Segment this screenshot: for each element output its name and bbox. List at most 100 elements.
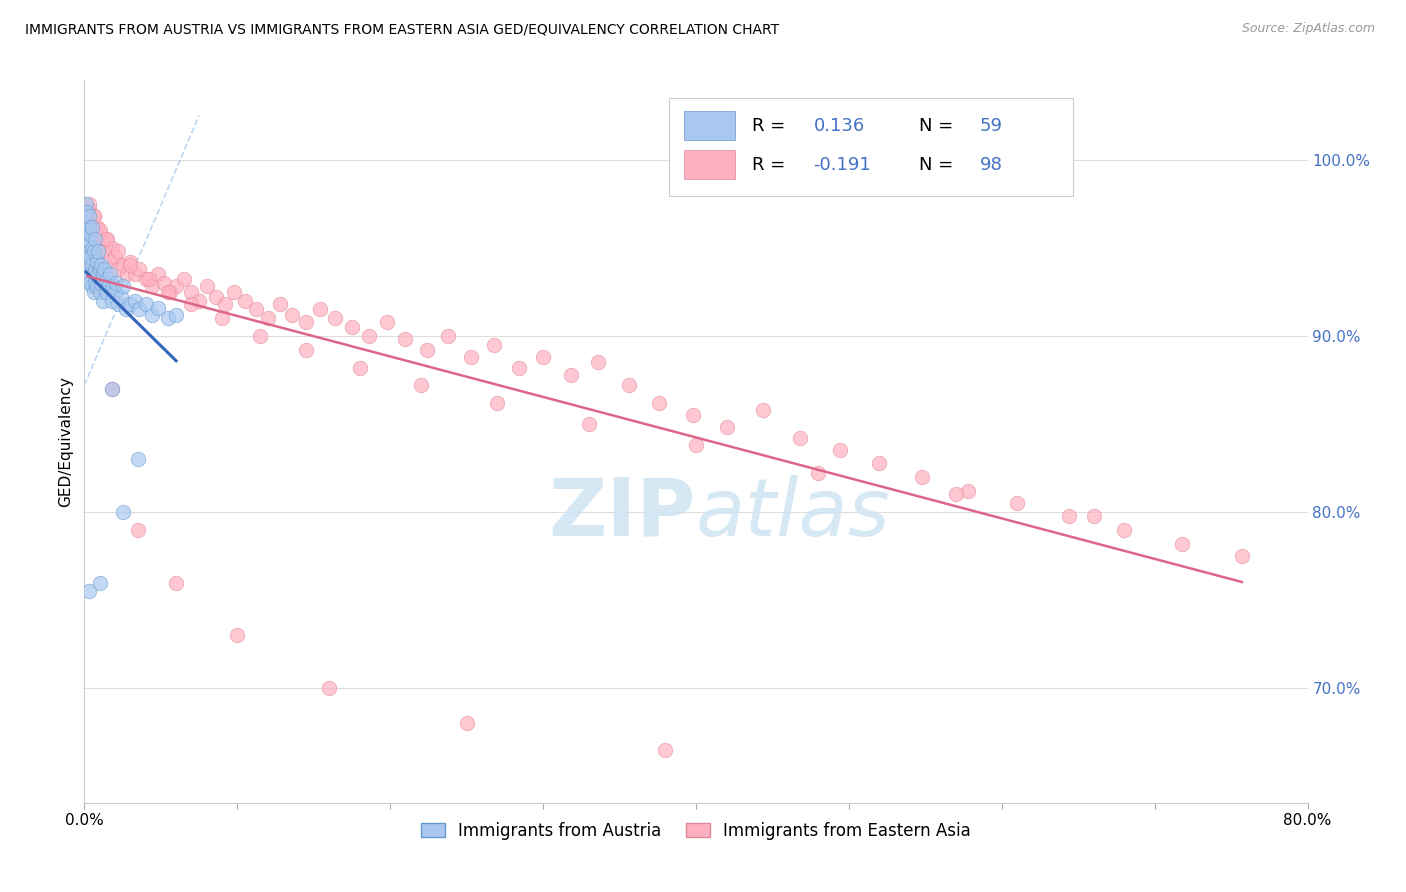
Point <box>93 261 115 276</box>
Point <box>101 241 124 255</box>
Point <box>98 267 121 281</box>
Point <box>124 293 146 308</box>
Point <box>437 328 460 343</box>
Point <box>80 279 103 293</box>
Point <box>308 302 330 317</box>
Point <box>79 250 101 264</box>
Point <box>578 417 600 431</box>
Point <box>648 396 671 410</box>
Point <box>89 223 111 237</box>
Point <box>107 244 129 259</box>
Point <box>195 279 218 293</box>
Text: 59: 59 <box>980 117 1002 135</box>
Point <box>146 267 169 281</box>
Point <box>76 214 98 228</box>
Point <box>560 368 582 382</box>
Point <box>77 196 100 211</box>
Point <box>233 293 256 308</box>
Point <box>86 219 108 234</box>
Point <box>111 505 134 519</box>
Point <box>86 267 108 281</box>
Point <box>173 272 195 286</box>
Point <box>128 302 150 317</box>
Point <box>654 743 676 757</box>
Point <box>1057 508 1080 523</box>
Point <box>617 378 640 392</box>
Point <box>409 378 432 392</box>
Point <box>685 438 707 452</box>
Point <box>211 311 233 326</box>
Point <box>110 290 132 304</box>
Point <box>226 628 249 642</box>
Point <box>249 328 271 343</box>
Point <box>84 232 107 246</box>
Text: IMMIGRANTS FROM AUSTRIA VS IMMIGRANTS FROM EASTERN ASIA GED/EQUIVALENCY CORRELAT: IMMIGRANTS FROM AUSTRIA VS IMMIGRANTS FR… <box>25 22 779 37</box>
Point <box>86 279 108 293</box>
Point <box>83 244 105 259</box>
Point <box>716 420 738 434</box>
Point <box>224 285 246 299</box>
Point <box>828 443 851 458</box>
Point <box>394 332 416 346</box>
Point <box>94 285 117 299</box>
Point <box>107 297 129 311</box>
Point <box>682 408 704 422</box>
Point <box>508 360 530 375</box>
Point <box>323 311 346 326</box>
Point <box>77 219 100 234</box>
Point <box>105 276 128 290</box>
Point <box>295 343 318 357</box>
Y-axis label: GED/Equivalency: GED/Equivalency <box>58 376 73 507</box>
Point <box>911 470 934 484</box>
Text: atlas: atlas <box>696 475 891 553</box>
Point <box>1005 496 1028 510</box>
Text: Source: ZipAtlas.com: Source: ZipAtlas.com <box>1241 22 1375 36</box>
Point <box>128 261 150 276</box>
Point <box>89 261 111 276</box>
Point <box>281 308 304 322</box>
Point <box>245 302 267 317</box>
Point <box>945 487 967 501</box>
Point <box>115 267 138 281</box>
Point <box>77 584 100 599</box>
Point <box>460 350 482 364</box>
Point <box>107 261 129 276</box>
Point <box>96 272 118 286</box>
Point <box>188 293 211 308</box>
Point <box>83 267 105 281</box>
Point <box>76 227 98 241</box>
Point <box>869 456 891 470</box>
Point <box>349 360 371 375</box>
Point <box>79 276 101 290</box>
Point <box>153 276 176 290</box>
Point <box>104 285 127 299</box>
Point <box>531 350 554 364</box>
Point <box>486 396 509 410</box>
Point <box>76 237 98 252</box>
Point <box>83 209 105 223</box>
Point <box>159 285 181 299</box>
Point <box>97 279 120 293</box>
Point <box>1230 549 1253 563</box>
FancyBboxPatch shape <box>683 112 735 140</box>
Point <box>101 382 124 396</box>
Point <box>127 523 149 537</box>
Point <box>1114 523 1136 537</box>
Point <box>141 308 163 322</box>
Point <box>165 279 187 293</box>
Point <box>101 293 124 308</box>
Point <box>101 382 124 396</box>
Point <box>77 244 100 259</box>
Point <box>83 285 105 299</box>
Point <box>157 311 180 326</box>
Point <box>295 315 318 329</box>
Point <box>114 302 136 317</box>
Point <box>77 267 100 281</box>
Point <box>75 196 97 211</box>
Text: 0.136: 0.136 <box>814 117 865 135</box>
Point <box>80 241 103 255</box>
Point <box>94 232 117 246</box>
Legend: Immigrants from Austria, Immigrants from Eastern Asia: Immigrants from Austria, Immigrants from… <box>415 815 977 847</box>
Point <box>135 297 157 311</box>
Point <box>957 483 980 498</box>
